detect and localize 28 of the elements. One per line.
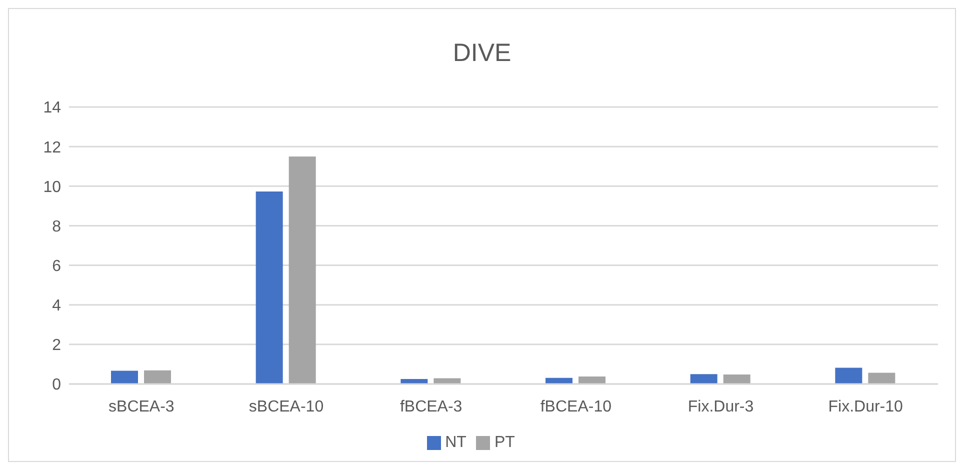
y-tick-label: 8 — [52, 218, 62, 236]
bar — [400, 379, 428, 384]
x-tick-label: fBCEA-10 — [540, 398, 612, 416]
x-tick-label: Fix.Dur-10 — [828, 398, 904, 416]
x-tick-label: sBCEA-3 — [108, 398, 174, 416]
y-tick-label: 12 — [43, 139, 62, 156]
y-tick-label: 14 — [43, 100, 62, 117]
y-tick-label: 6 — [52, 258, 62, 275]
legend-label: NT — [445, 434, 466, 451]
bar — [723, 374, 750, 384]
y-tick-label: 4 — [52, 298, 62, 315]
legend-label: PT — [494, 434, 515, 451]
chart-title: DIVE — [452, 39, 512, 68]
x-tick-label: fBCEA-3 — [400, 398, 462, 416]
x-tick-label: Fix.Dur-3 — [688, 398, 754, 416]
y-tick-label: 0 — [52, 376, 62, 394]
bar — [288, 156, 316, 384]
y-tick-label: 10 — [43, 178, 62, 196]
bar — [256, 191, 283, 384]
bar — [868, 372, 896, 384]
bar — [144, 370, 171, 384]
bar — [835, 368, 862, 384]
x-tick-label: sBCEA-10 — [248, 398, 324, 416]
bar — [111, 370, 138, 384]
bar — [546, 378, 572, 384]
bar — [578, 376, 606, 384]
bar — [690, 374, 718, 384]
y-tick-label: 2 — [52, 337, 62, 354]
